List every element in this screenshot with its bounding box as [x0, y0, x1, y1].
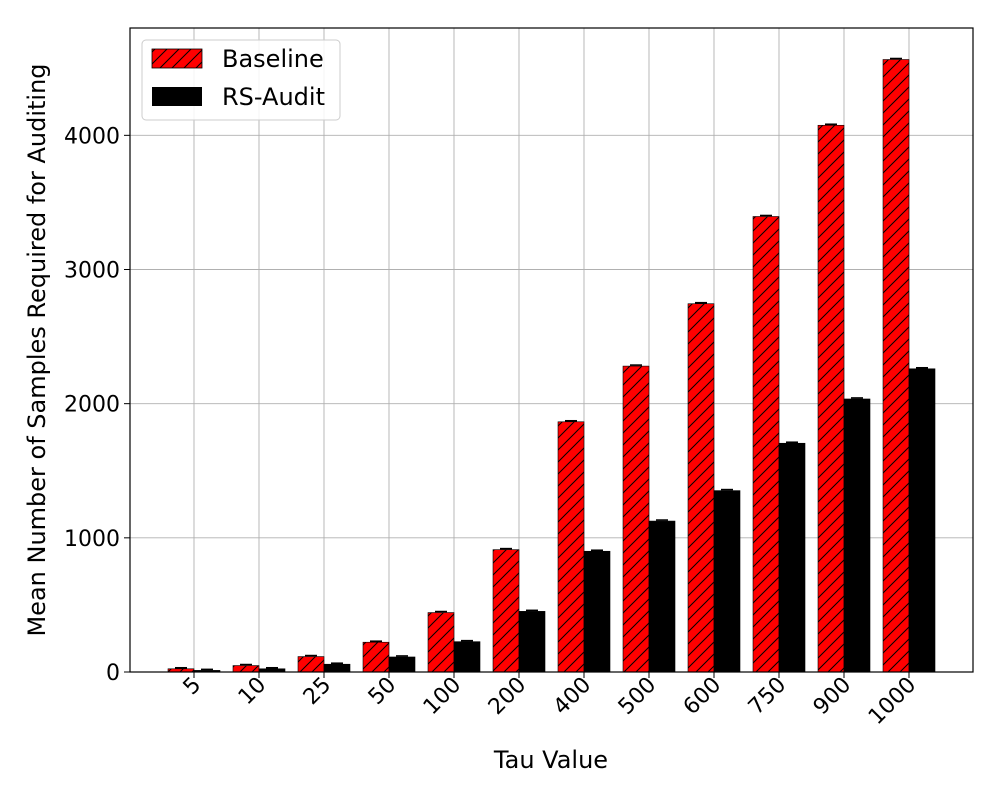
- bar-rs-audit: [778, 442, 806, 673]
- x-tick-label: 900: [809, 673, 856, 720]
- x-tick-label: 200: [484, 673, 531, 720]
- y-tick-label: 4000: [64, 124, 120, 149]
- x-tick-label: 400: [549, 673, 596, 720]
- bar-rs-audit: [518, 611, 546, 673]
- x-tick-label: 25: [299, 673, 336, 710]
- x-tick-label: 500: [614, 673, 661, 720]
- y-tick-label: 0: [106, 661, 120, 686]
- bar-baseline: [232, 665, 260, 673]
- bar-rs-audit: [713, 490, 741, 673]
- bar-rs-audit: [323, 663, 351, 673]
- legend-label-rs-audit: RS-Audit: [222, 83, 325, 111]
- x-tick-label: 750: [744, 673, 791, 720]
- legend: Baseline RS-Audit: [141, 39, 341, 121]
- bar-baseline: [622, 365, 650, 673]
- x-axis-title: Tau Value: [493, 746, 608, 774]
- bar-baseline: [752, 216, 780, 673]
- bar-rs-audit: [843, 398, 871, 673]
- bar-baseline: [817, 124, 845, 673]
- bar-baseline: [362, 641, 390, 673]
- bars: [167, 57, 936, 673]
- bar-rs-audit: [453, 641, 481, 673]
- bar-rs-audit: [583, 550, 611, 673]
- legend-swatch-baseline: [151, 48, 203, 69]
- x-tick-label: 100: [419, 673, 466, 720]
- y-tick-label: 3000: [64, 259, 120, 284]
- x-tick-label: 1000: [864, 673, 921, 730]
- x-tick-label: 50: [364, 673, 401, 710]
- y-axis-title: Mean Number of Samples Required for Audi…: [23, 63, 51, 636]
- bar-rs-audit: [908, 368, 936, 673]
- y-tick-label: 2000: [64, 393, 120, 418]
- bar-rs-audit: [648, 520, 676, 673]
- x-tick-label: 10: [234, 673, 271, 710]
- bar-rs-audit: [388, 656, 416, 673]
- bar-baseline: [557, 421, 585, 673]
- plot-frame: [129, 27, 974, 673]
- bar-baseline: [427, 612, 455, 673]
- y-tick-label: 1000: [64, 527, 120, 552]
- legend-label-baseline: Baseline: [222, 45, 324, 73]
- bar-baseline: [687, 303, 715, 673]
- x-tick-label: 5: [179, 673, 207, 701]
- bar-baseline: [492, 549, 520, 673]
- x-tick-label: 600: [679, 673, 726, 720]
- bar-baseline: [297, 656, 325, 673]
- legend-swatch-rs-audit: [152, 87, 202, 106]
- bar-baseline: [882, 59, 910, 673]
